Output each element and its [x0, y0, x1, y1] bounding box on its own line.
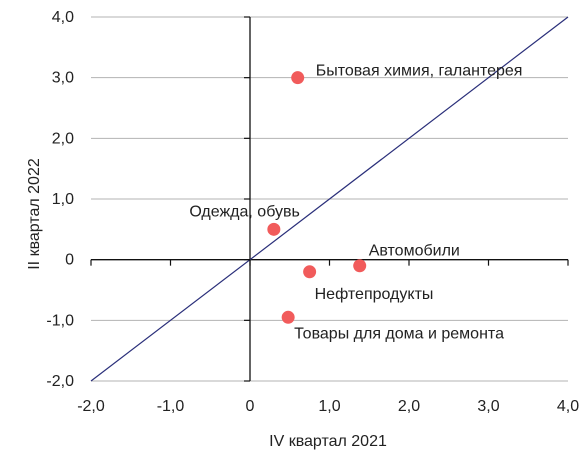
y-tick-label: 0 [65, 252, 74, 269]
point-labels: Бытовая химия, галантерея Одежда, обувь Ав… [189, 63, 522, 343]
y-tick-label: 3,0 [52, 70, 74, 87]
y-tick-label: 4,0 [52, 9, 74, 26]
point-label: Товары для дома и ремонта [294, 325, 504, 342]
x-axis-ticks: -2,0 -1,0 0 1,0 2,0 3,0 4,0 [77, 259, 579, 415]
x-tick-label: -2,0 [77, 398, 105, 415]
point-label: Автомобили [369, 243, 460, 260]
point-label: Одежда, обувь [189, 203, 300, 220]
x-axis-title: IV квартал 2021 [269, 433, 387, 450]
y-tick-label: 1,0 [52, 191, 74, 208]
y-tick-label: -1,0 [46, 312, 74, 329]
data-point [267, 222, 281, 236]
data-point [353, 259, 367, 273]
data-point [291, 71, 305, 85]
y-axis-ticks: -2,0 -1,0 0 1,0 2,0 3,0 4,0 [46, 9, 250, 390]
reference-diagonal [90, 16, 569, 382]
data-point [281, 310, 295, 324]
y-tick-label: -2,0 [46, 373, 74, 390]
x-tick-label: 1,0 [318, 398, 340, 415]
y-axis-title: II квартал 2022 [26, 158, 43, 270]
data-point [303, 265, 317, 279]
y-tick-label: 2,0 [52, 130, 74, 147]
x-tick-label: 4,0 [557, 398, 579, 415]
point-label: Нефтепродукты [315, 286, 434, 303]
x-tick-label: 0 [246, 398, 255, 415]
x-tick-label: -1,0 [157, 398, 185, 415]
point-label: Бытовая химия, галантерея [316, 63, 523, 80]
x-tick-label: 3,0 [477, 398, 499, 415]
data-points [267, 71, 367, 324]
x-tick-label: 2,0 [398, 398, 420, 415]
diagonal-line [90, 16, 569, 382]
